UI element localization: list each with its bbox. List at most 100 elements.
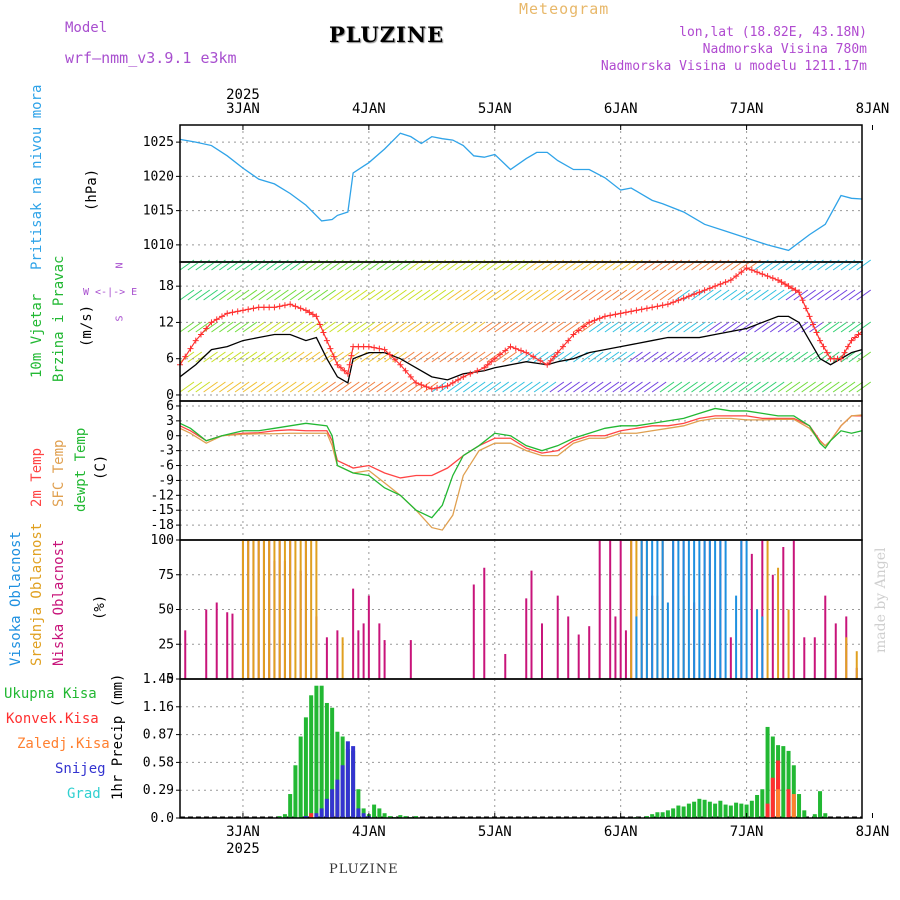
wind-arrow	[463, 321, 478, 333]
wind-arrow	[447, 289, 462, 301]
wind-arrows	[179, 259, 872, 393]
wind-arrow	[502, 351, 517, 363]
wind-arrow	[722, 381, 738, 393]
wind-arrow	[463, 381, 478, 393]
gust-marker	[530, 353, 537, 360]
y-tick-label: -18	[151, 518, 174, 533]
wind-arrow	[407, 351, 423, 363]
wind-arrow	[667, 289, 683, 301]
wind-arrow	[762, 321, 777, 333]
precip-bar	[309, 695, 314, 818]
wind-arrow	[643, 351, 659, 363]
gust-marker	[670, 299, 677, 306]
wind-arrow	[706, 289, 722, 301]
y-tick-label: 0.0	[151, 811, 174, 826]
wind-arrow	[187, 289, 203, 301]
wind-arrow	[297, 351, 313, 363]
wind-arrow	[636, 321, 651, 333]
wind-arrow	[502, 289, 517, 301]
gust-marker	[491, 355, 498, 362]
wind-arrow	[832, 289, 848, 301]
wind-arrow	[612, 321, 628, 333]
wind-arrow	[628, 321, 643, 333]
wind-arrow	[730, 289, 746, 301]
wind-arrow	[486, 289, 502, 301]
gust-marker	[316, 321, 323, 328]
gust-marker	[748, 267, 755, 274]
gust-marker	[271, 304, 278, 311]
wind-arrow	[565, 381, 580, 393]
wind-arrow	[313, 381, 329, 393]
gust-marker	[413, 379, 420, 386]
wind-arrow	[557, 381, 573, 393]
gust-marker	[852, 334, 859, 341]
wind-arrow	[722, 289, 738, 301]
panel-precip: 0.0 0.29 0.58 0.87 1.16 1.45	[143, 672, 863, 826]
gust-marker	[792, 287, 799, 294]
meteogram-label: Meteogram	[519, 0, 610, 18]
gust-marker	[759, 271, 766, 278]
wind-arrow	[392, 289, 407, 301]
wind-arrow	[675, 351, 691, 363]
wind-arrow	[502, 381, 517, 393]
wind-arrow	[282, 289, 297, 301]
precip-bar	[802, 810, 807, 818]
precip-bar	[361, 813, 366, 818]
wind-arrow	[769, 351, 785, 363]
wind-arrow	[706, 381, 722, 393]
wind-arrow	[415, 289, 431, 301]
wind-arrow	[289, 351, 305, 363]
wind-arrow	[329, 289, 344, 301]
gust-marker	[218, 313, 225, 320]
wind-arrow	[250, 381, 266, 393]
gust-marker	[664, 301, 671, 308]
y-tick-label: 1.45	[143, 672, 174, 687]
wind-arrow	[337, 351, 352, 363]
wind-arrow	[470, 381, 486, 393]
gust-marker	[182, 353, 189, 360]
gust-marker	[392, 356, 399, 363]
gust-marker	[371, 344, 378, 351]
gust-marker	[727, 277, 734, 284]
gust-marker	[633, 307, 640, 314]
wind-arrow	[407, 321, 423, 333]
wind-arrow	[604, 351, 620, 363]
gust-marker	[460, 373, 467, 380]
wind-arrow	[667, 321, 683, 333]
precip-bar	[812, 814, 817, 818]
wind-arrow	[376, 381, 392, 393]
wind-arrow	[793, 321, 809, 333]
wind-arrow	[179, 289, 195, 301]
gust-marker	[575, 327, 582, 334]
gust-marker	[523, 349, 530, 356]
precip-bar	[755, 794, 760, 818]
precip-bar	[330, 707, 335, 818]
gust-marker	[292, 303, 299, 310]
gust-marker	[337, 364, 344, 371]
wind-arrow	[596, 289, 612, 301]
wind-arrow	[809, 381, 824, 393]
wind-arrow	[470, 289, 486, 301]
wind-arrow	[643, 321, 659, 333]
gust-marker	[203, 325, 210, 332]
wind-arrow	[187, 351, 203, 363]
gust-marker	[423, 383, 430, 390]
gust-marker	[407, 373, 414, 380]
precip-bar	[707, 801, 712, 818]
wind-arrow	[738, 321, 754, 333]
gust-marker	[855, 331, 862, 338]
wind-arrow	[620, 351, 635, 363]
wind-arrow	[423, 381, 439, 393]
wind-arrow	[352, 321, 368, 333]
gust-marker	[365, 343, 372, 350]
wind-arrow	[211, 381, 226, 393]
wind-arrow	[817, 381, 832, 393]
wind-arrow	[817, 321, 832, 333]
wind-arrow	[785, 321, 801, 333]
wind-arrow	[282, 381, 297, 393]
y-tick-label: 100	[151, 533, 174, 548]
precip-bar	[702, 799, 707, 818]
gust-marker	[313, 313, 320, 320]
